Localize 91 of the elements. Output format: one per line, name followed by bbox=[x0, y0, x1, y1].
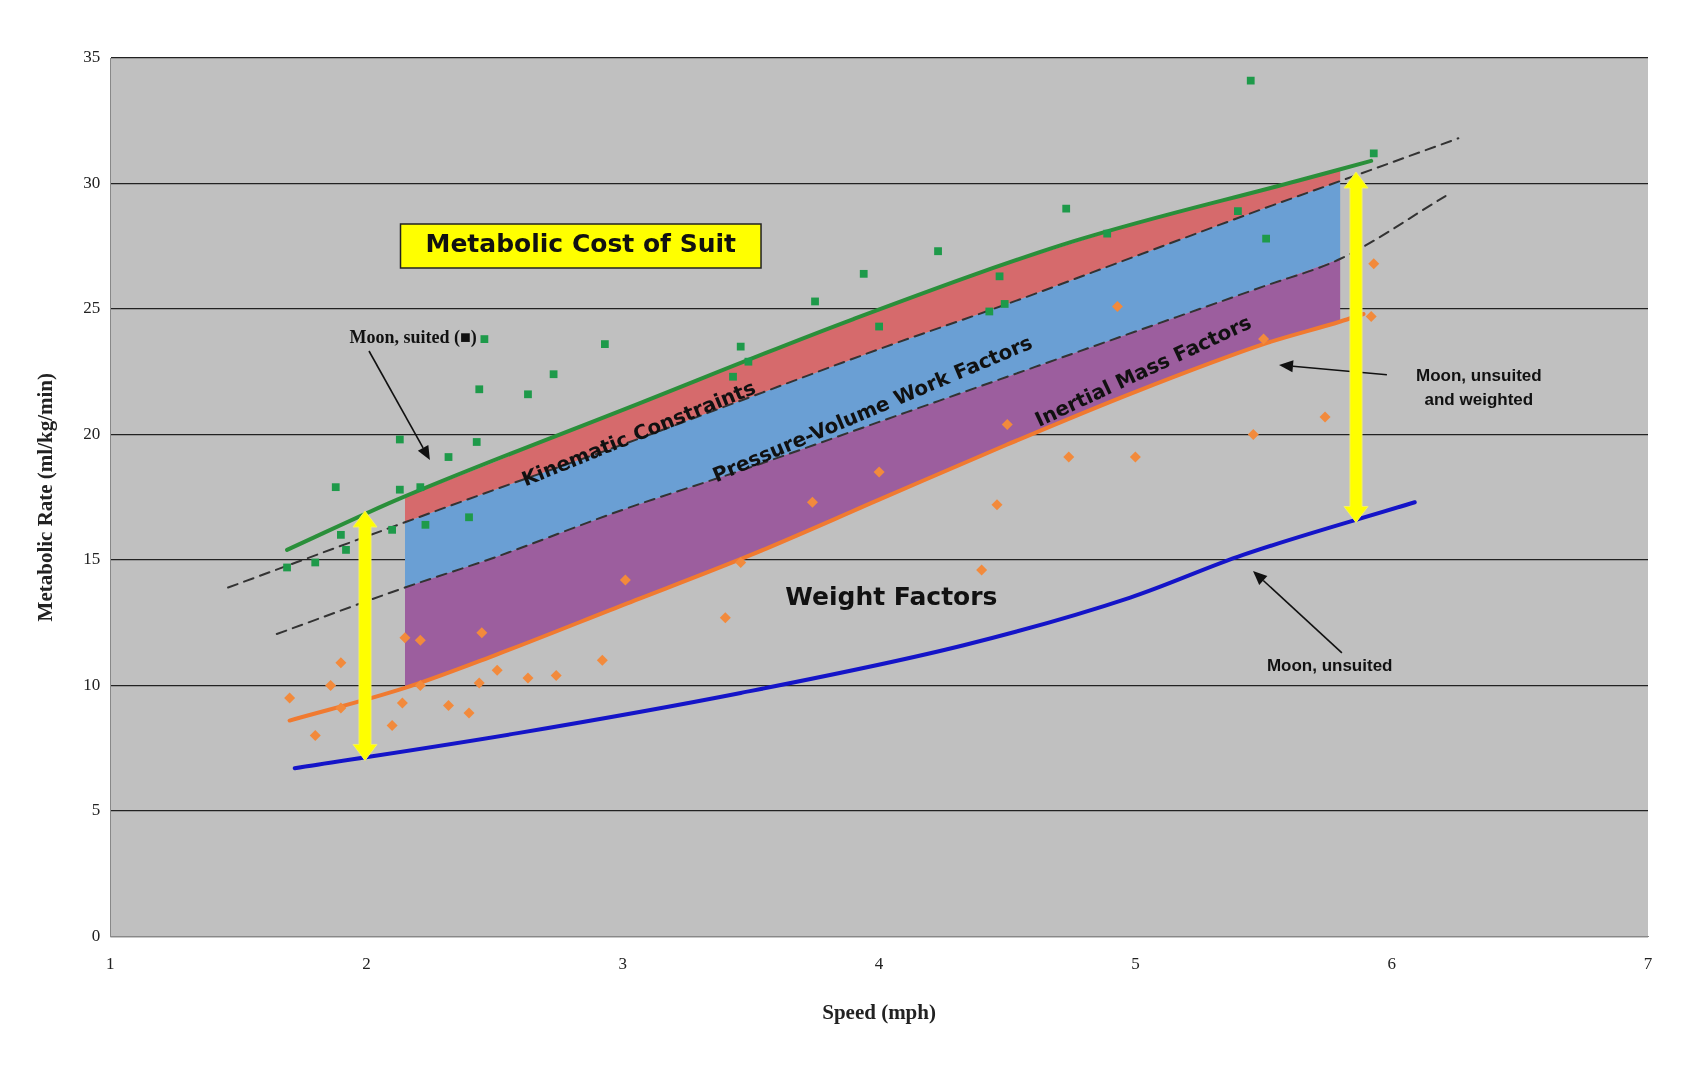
point bbox=[395, 485, 404, 494]
point bbox=[1129, 451, 1141, 463]
point bbox=[331, 483, 340, 492]
point bbox=[811, 297, 819, 306]
point bbox=[480, 335, 489, 343]
y-tick-label: 20 bbox=[83, 423, 101, 443]
point bbox=[549, 370, 558, 379]
annotation: Metabolic Cost of Suit bbox=[425, 229, 737, 259]
point bbox=[325, 679, 337, 691]
point bbox=[995, 272, 1004, 281]
point bbox=[719, 612, 731, 624]
point bbox=[284, 692, 296, 704]
point bbox=[976, 564, 988, 576]
y-tick-label: 5 bbox=[91, 800, 101, 820]
point bbox=[386, 720, 398, 732]
point bbox=[1063, 451, 1075, 463]
x-tick-label: 7 bbox=[1643, 954, 1653, 974]
point bbox=[1111, 300, 1123, 312]
point bbox=[465, 513, 473, 522]
x-tick-label: 1 bbox=[105, 954, 115, 974]
point bbox=[475, 385, 484, 394]
point bbox=[1247, 428, 1259, 440]
x-tick-label: 3 bbox=[618, 954, 628, 974]
point bbox=[336, 530, 345, 539]
y-tick-label: 15 bbox=[83, 549, 101, 569]
point bbox=[806, 496, 818, 508]
x-tick-label: 6 bbox=[1387, 954, 1396, 974]
point bbox=[342, 546, 350, 554]
point bbox=[491, 664, 503, 676]
point bbox=[463, 707, 475, 719]
point bbox=[600, 340, 609, 348]
y-tick-label: 10 bbox=[83, 674, 101, 694]
point bbox=[414, 634, 426, 646]
point bbox=[522, 672, 534, 684]
point bbox=[421, 520, 430, 529]
x-tick-label: 4 bbox=[874, 954, 884, 974]
y-tick-label: 25 bbox=[83, 298, 101, 318]
annotation: Weight Factors bbox=[785, 581, 998, 611]
point bbox=[396, 697, 408, 709]
point bbox=[311, 558, 320, 567]
point bbox=[1368, 258, 1380, 270]
y-tick-label: 35 bbox=[83, 47, 101, 67]
point bbox=[736, 342, 745, 351]
point bbox=[335, 657, 347, 669]
point bbox=[1369, 149, 1378, 158]
point bbox=[744, 357, 753, 366]
point bbox=[1319, 411, 1331, 423]
y-tick-label: 30 bbox=[83, 172, 101, 192]
point bbox=[550, 669, 562, 681]
point bbox=[619, 574, 631, 586]
point bbox=[1062, 204, 1071, 213]
point bbox=[1234, 207, 1242, 215]
point bbox=[934, 247, 942, 256]
point bbox=[729, 372, 737, 381]
point bbox=[473, 677, 485, 689]
point bbox=[444, 453, 453, 461]
point bbox=[335, 702, 347, 714]
point bbox=[985, 307, 994, 316]
point bbox=[1262, 234, 1270, 243]
point bbox=[859, 269, 868, 278]
point bbox=[309, 730, 321, 742]
x-axis-title: Speed (mph) bbox=[822, 999, 936, 1024]
point bbox=[735, 556, 747, 568]
point bbox=[1001, 418, 1013, 430]
line-series bbox=[292, 500, 1417, 771]
point bbox=[472, 438, 481, 446]
point bbox=[991, 499, 1003, 511]
point bbox=[875, 322, 883, 331]
point bbox=[414, 679, 426, 691]
annotation: Moon, unsuited and weighted bbox=[1416, 365, 1542, 409]
point bbox=[596, 654, 608, 666]
point bbox=[524, 390, 532, 399]
y-tick-label: 0 bbox=[91, 925, 101, 945]
annotation: Moon, suited (■) bbox=[349, 326, 477, 348]
x-tick-label: 5 bbox=[1131, 954, 1140, 974]
point bbox=[1103, 229, 1112, 238]
point bbox=[443, 700, 455, 712]
point bbox=[388, 525, 397, 534]
point bbox=[1258, 333, 1270, 345]
point bbox=[283, 563, 291, 572]
point bbox=[1000, 300, 1009, 308]
x-tick-label: 2 bbox=[362, 954, 371, 974]
line-series bbox=[285, 158, 1374, 552]
point bbox=[416, 483, 425, 492]
point bbox=[1365, 311, 1377, 322]
annotation: Moon, unsuited bbox=[1266, 655, 1393, 675]
point bbox=[399, 632, 411, 644]
point bbox=[476, 627, 488, 639]
y-axis-title: Metabolic Rate (ml/kg/min) bbox=[33, 372, 58, 622]
point bbox=[395, 435, 404, 444]
point bbox=[1246, 76, 1255, 85]
